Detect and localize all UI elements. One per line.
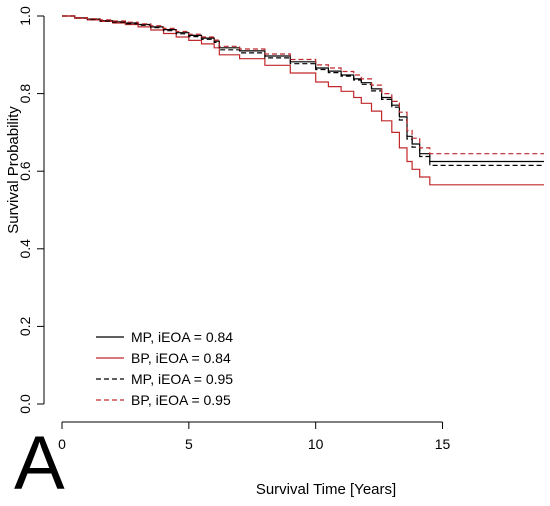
legend-label-2: BP, iEOA = 0.84 bbox=[131, 350, 231, 366]
x-tick-label-5: 5 bbox=[185, 436, 193, 452]
legend: MP, iEOA = 0.84 BP, iEOA = 0.84 MP, iEOA =… bbox=[96, 329, 233, 408]
x-tick-label-0: 0 bbox=[58, 436, 66, 452]
y-tick-label-4: 0.8 bbox=[17, 84, 33, 104]
legend-label-3: MP, iEOA = 0.95 bbox=[131, 371, 233, 387]
x-tick-label-15: 15 bbox=[435, 436, 451, 452]
y-tick-label-3: 0.6 bbox=[17, 161, 33, 181]
y-tick-label-0: 0.0 bbox=[17, 394, 33, 414]
series-line-3 bbox=[62, 15, 544, 166]
series-line-4 bbox=[62, 15, 544, 155]
y-axis-title: Survival Probability bbox=[5, 106, 22, 234]
series-line-2 bbox=[62, 15, 544, 186]
y-tick-label-1: 0.2 bbox=[17, 316, 33, 336]
plot-lines bbox=[62, 15, 544, 186]
y-tick-label-2: 0.4 bbox=[17, 239, 33, 259]
series-line-1 bbox=[62, 15, 544, 163]
axes: 0 5 10 15 0.0 0.2 0.4 0.6 0.8 1.0 bbox=[17, 6, 451, 452]
panel-label: A bbox=[14, 421, 65, 506]
legend-label-1: MP, iEOA = 0.84 bbox=[131, 329, 233, 345]
x-axis-title: Survival Time [Years] bbox=[256, 481, 396, 498]
y-tick-label-5: 1.0 bbox=[17, 6, 33, 26]
legend-label-4: BP, iEOA = 0.95 bbox=[131, 392, 231, 408]
x-tick-label-10: 10 bbox=[308, 436, 324, 452]
